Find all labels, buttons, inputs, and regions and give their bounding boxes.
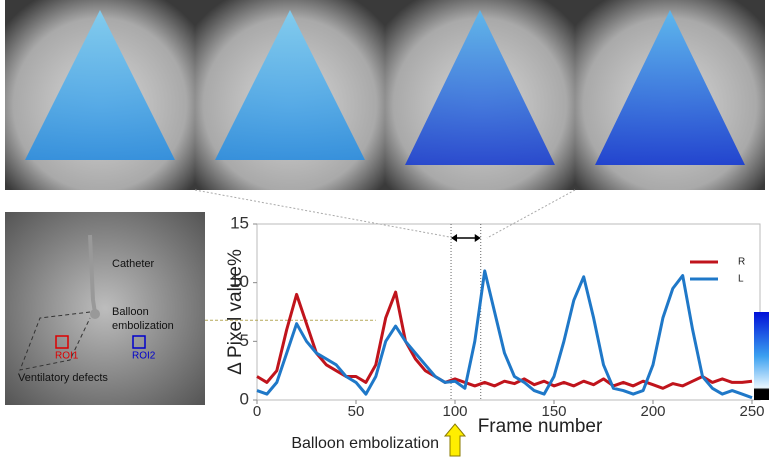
colorbar bbox=[754, 312, 769, 400]
annotation-arrow bbox=[445, 424, 465, 456]
x-tick-label: 100 bbox=[442, 403, 467, 420]
x-axis-label: Frame number bbox=[478, 416, 603, 437]
x-tick-label: 50 bbox=[348, 403, 365, 420]
label: ROI2 bbox=[132, 351, 156, 362]
x-tick-label: 250 bbox=[739, 403, 764, 420]
plot-frame bbox=[257, 224, 760, 400]
figure: Catheter Balloonembolization ROI1 ROI2 V… bbox=[0, 0, 772, 458]
legend-label: L bbox=[738, 274, 744, 285]
x-tick-label: 200 bbox=[640, 403, 665, 420]
arrow-head bbox=[451, 234, 457, 242]
x-tick-label: 0 bbox=[253, 403, 261, 420]
image-strip bbox=[5, 0, 765, 238]
label: Catheter bbox=[112, 258, 155, 270]
balloon bbox=[90, 309, 100, 319]
arrow-head bbox=[475, 234, 481, 242]
y-axis-label: Δ Pixel value% bbox=[225, 249, 246, 375]
series-line bbox=[257, 292, 752, 388]
series-line bbox=[257, 271, 752, 398]
connector bbox=[487, 190, 575, 238]
y-tick-label: 0 bbox=[240, 389, 249, 408]
legend-label: R bbox=[738, 257, 745, 268]
annotation-label: Balloon embolization bbox=[291, 435, 439, 452]
y-tick-label: 15 bbox=[230, 213, 249, 232]
label: Ventilatory defects bbox=[18, 372, 108, 384]
label: ROI1 bbox=[55, 351, 79, 362]
